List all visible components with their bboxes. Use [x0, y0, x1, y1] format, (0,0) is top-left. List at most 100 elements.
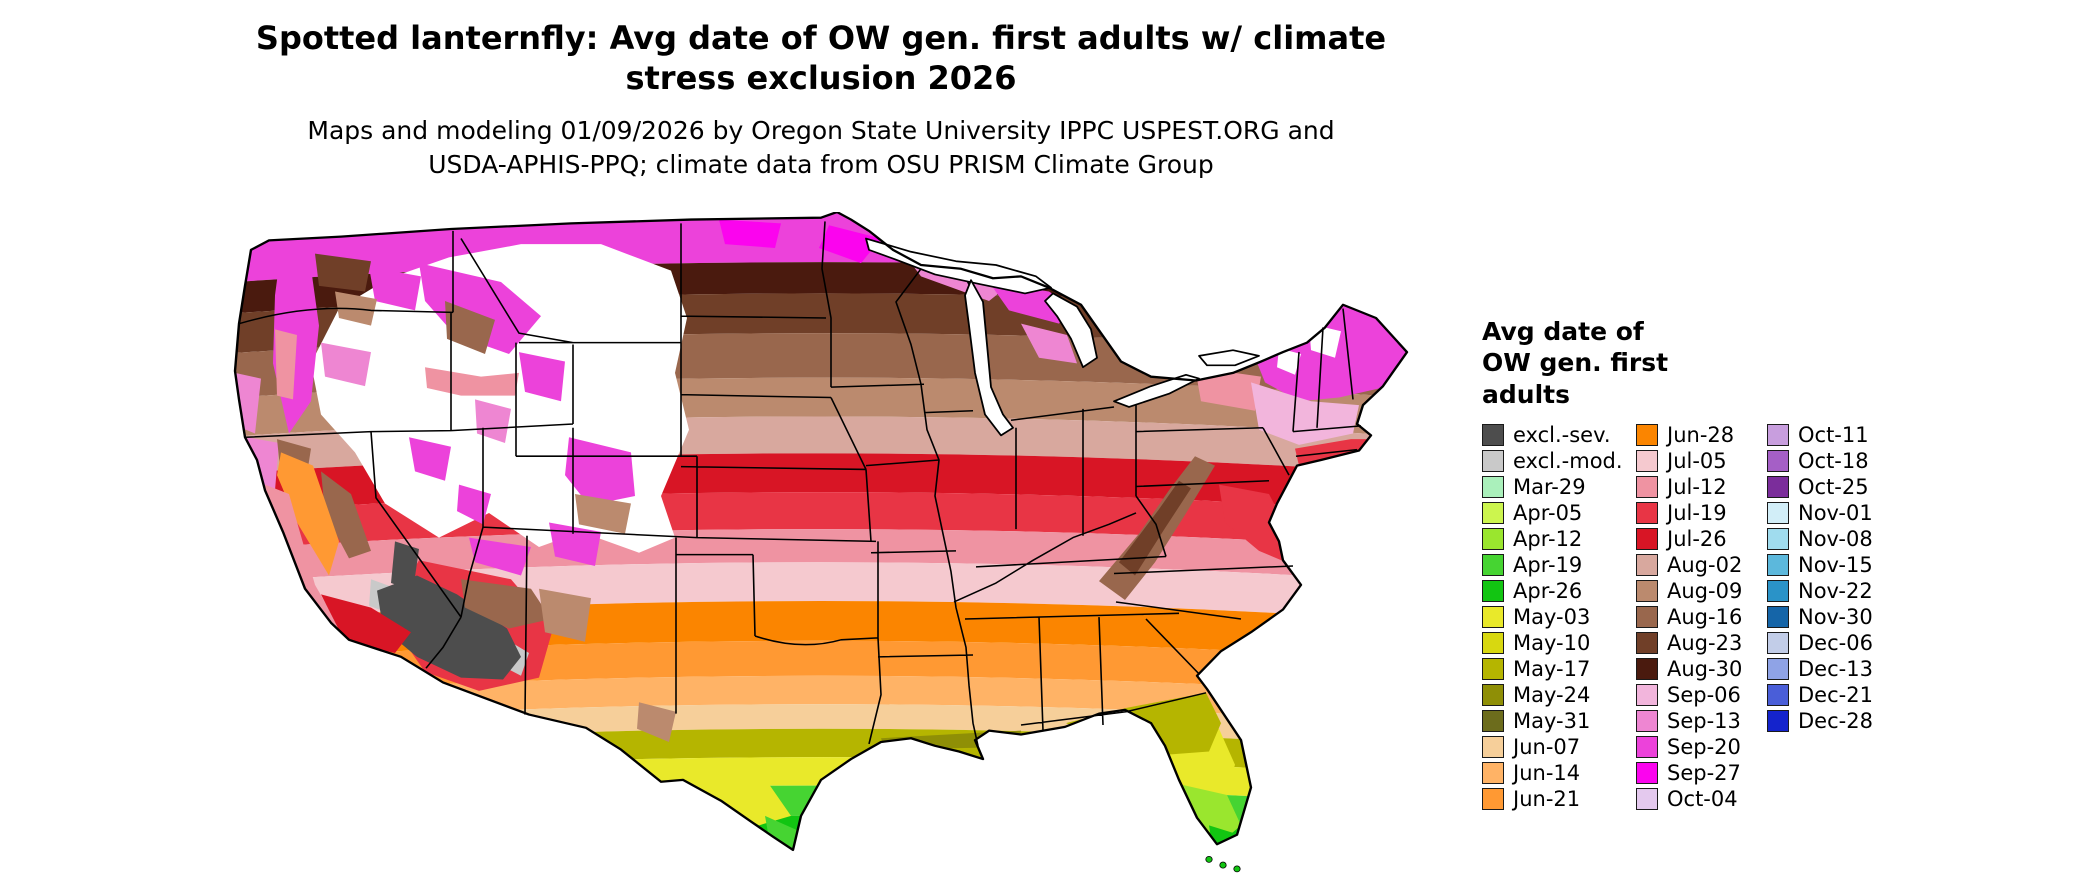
legend-entry-nov-22: Nov-22	[1767, 578, 1873, 604]
map-region	[1219, 439, 1371, 566]
legend-label: Sep-06	[1667, 682, 1741, 707]
legend-label: excl.-sev.	[1513, 422, 1611, 447]
legend-label: May-03	[1513, 604, 1591, 629]
legend-swatch	[1482, 579, 1504, 602]
legend-label: Aug-09	[1667, 578, 1743, 603]
map-region-central-florida	[1177, 783, 1241, 843]
legend-swatch	[1482, 631, 1504, 654]
legend-label: Apr-12	[1513, 526, 1583, 551]
figure-header: Spotted lanternfly: Avg date of OW gen. …	[221, 18, 1421, 182]
figure-title: Spotted lanternfly: Avg date of OW gen. …	[221, 18, 1421, 98]
legend-label: May-24	[1513, 682, 1591, 707]
subtitle-line-1: Maps and modeling 01/09/2026 by Oregon S…	[307, 116, 1335, 145]
legend-entry-oct-04: Oct-04	[1636, 786, 1767, 812]
legend-entry-sep-13: Sep-13	[1636, 708, 1767, 734]
legend-entry-aug-02: Aug-02	[1636, 552, 1767, 578]
legend-swatch	[1767, 709, 1789, 732]
legend-label: Apr-05	[1513, 500, 1583, 525]
legend-entry-aug-30: Aug-30	[1636, 656, 1767, 682]
map-region	[1251, 382, 1359, 445]
legend-entry-may-24: May-24	[1482, 682, 1636, 708]
legend-label: Nov-08	[1798, 526, 1873, 551]
legend: Avg date of OW gen. first adults excl.-s…	[1482, 316, 1873, 812]
legend-label: Aug-02	[1667, 552, 1743, 577]
map-region	[277, 300, 551, 629]
legend-swatch	[1482, 605, 1504, 628]
legend-label: Apr-26	[1513, 578, 1583, 603]
map-region	[1119, 480, 1191, 576]
legend-swatch	[1767, 527, 1789, 550]
map-region-central-valley	[277, 452, 339, 576]
legend-column-2: Jun-28 Jul-05 Jul-12 Jul-19 Jul-26 Aug-02 Aug-…	[1636, 422, 1767, 812]
title-line-2: stress exclusion 2026	[625, 59, 1017, 97]
legend-entry-nov-08: Nov-08	[1767, 526, 1873, 552]
legend-entry-aug-16: Aug-16	[1636, 604, 1767, 630]
subtitle-line-2: USDA-APHIS-PPQ; climate data from OSU PR…	[428, 149, 1214, 179]
legend-swatch	[1636, 787, 1658, 810]
legend-label: May-17	[1513, 656, 1591, 681]
legend-title-line-3: adults	[1482, 379, 1570, 409]
legend-swatch	[1636, 449, 1658, 472]
legend-swatch	[1482, 761, 1504, 784]
legend-swatch	[1767, 501, 1789, 524]
legend-label: Dec-06	[1798, 630, 1873, 655]
legend-entry-sep-06: Sep-06	[1636, 682, 1767, 708]
legend-swatch	[1767, 631, 1789, 654]
legend-entry-aug-09: Aug-09	[1636, 578, 1767, 604]
map-raster-layers	[235, 212, 1407, 850]
legend-swatch	[1767, 657, 1789, 680]
legend-swatch	[1482, 423, 1504, 446]
legend-entry-nov-01: Nov-01	[1767, 500, 1873, 526]
legend-label: Jun-14	[1513, 760, 1581, 785]
legend-label: Nov-15	[1798, 552, 1873, 577]
legend-swatch	[1482, 709, 1504, 732]
legend-swatch	[1636, 501, 1658, 524]
title-line-1: Spotted lanternfly: Avg date of OW gen. …	[255, 19, 1387, 57]
legend-entry-apr-05: Apr-05	[1482, 500, 1636, 526]
legend-swatch	[1636, 423, 1658, 446]
legend-entry-oct-25: Oct-25	[1767, 474, 1873, 500]
legend-swatch	[1767, 579, 1789, 602]
legend-entry-aug-23: Aug-23	[1636, 630, 1767, 656]
map-region	[315, 253, 371, 292]
legend-swatch	[1636, 553, 1658, 576]
legend-label: Jul-05	[1667, 448, 1727, 473]
legend-column-3: Oct-11 Oct-18 Oct-25 Nov-01 Nov-08 Nov-15 Nov-…	[1767, 422, 1873, 734]
map-region	[235, 815, 1407, 850]
legend-entry-jul-19: Jul-19	[1636, 500, 1767, 526]
legend-swatch	[1636, 605, 1658, 628]
map-region	[235, 529, 1407, 584]
legend-entry-may-03: May-03	[1482, 604, 1636, 630]
legend-label: Sep-13	[1667, 708, 1741, 733]
legend-swatch	[1636, 709, 1658, 732]
legend-entry-mar-29: Mar-29	[1482, 474, 1636, 500]
legend-entry-may-10: May-10	[1482, 630, 1636, 656]
legend-label: Nov-01	[1798, 500, 1873, 525]
legend-entry-oct-18: Oct-18	[1767, 448, 1873, 474]
legend-swatch	[1482, 527, 1504, 550]
legend-swatch	[1636, 527, 1658, 550]
map-container	[221, 212, 1421, 884]
legend-entry-may-17: May-17	[1482, 656, 1636, 682]
legend-label: Oct-25	[1798, 474, 1869, 499]
legend-swatch	[1636, 657, 1658, 680]
legend-label: Nov-30	[1798, 604, 1873, 629]
legend-swatch	[1482, 657, 1504, 680]
legend-entry-excl-mod: excl.-mod.	[1482, 448, 1636, 474]
legend-label: Oct-11	[1798, 422, 1869, 447]
legend-entry-jul-12: Jul-12	[1636, 474, 1767, 500]
legend-swatch	[1767, 605, 1789, 628]
map-region-south-texas	[765, 815, 799, 850]
legend-entry-dec-13: Dec-13	[1767, 656, 1873, 682]
legend-swatch	[1636, 631, 1658, 654]
lake-michigan	[964, 279, 1014, 437]
lake-erie	[1113, 373, 1200, 408]
legend-label: Aug-30	[1667, 656, 1743, 681]
legend-label: Jul-19	[1667, 500, 1727, 525]
legend-swatch	[1767, 475, 1789, 498]
legend-entry-apr-26: Apr-26	[1482, 578, 1636, 604]
legend-entry-excl-sev: excl.-sev.	[1482, 422, 1636, 448]
legend-column-1: excl.-sev. excl.-mod. Mar-29 Apr-05 Apr-12 Ap…	[1482, 422, 1636, 812]
legend-label: excl.-mod.	[1513, 448, 1623, 473]
